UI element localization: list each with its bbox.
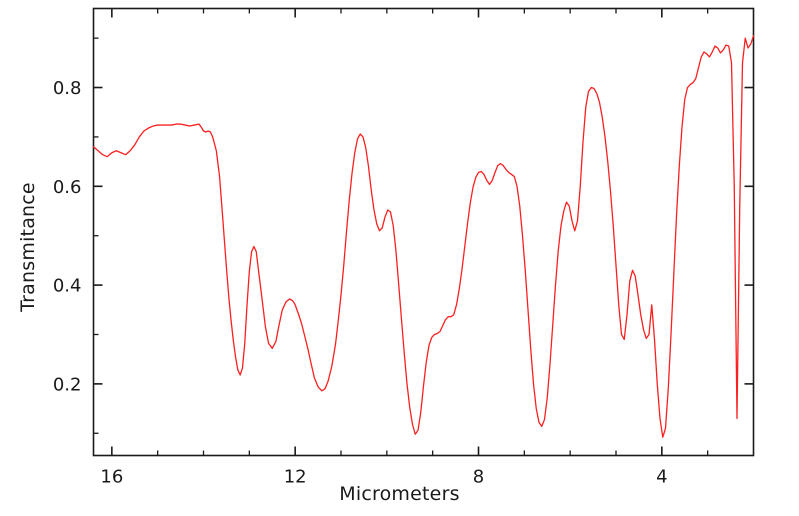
svg-text:0.6: 0.6 <box>53 177 82 198</box>
svg-text:16: 16 <box>100 467 123 488</box>
svg-text:8: 8 <box>473 467 484 488</box>
axis-ticks <box>93 8 754 456</box>
spectrum-curve <box>92 35 755 438</box>
svg-text:0.2: 0.2 <box>53 374 82 395</box>
svg-text:4: 4 <box>656 467 667 488</box>
x-axis-title: Micrometers <box>339 483 460 505</box>
spectrum-line <box>92 35 755 438</box>
y-axis-title: Transmitance <box>17 182 39 312</box>
plot-frame <box>92 7 755 457</box>
svg-text:0.4: 0.4 <box>53 276 82 297</box>
svg-text:12: 12 <box>284 467 307 488</box>
svg-text:0.8: 0.8 <box>53 78 82 99</box>
axis-tick-labels: 16 12 8 4 0.2 0.4 0.6 0.8 <box>53 78 668 487</box>
